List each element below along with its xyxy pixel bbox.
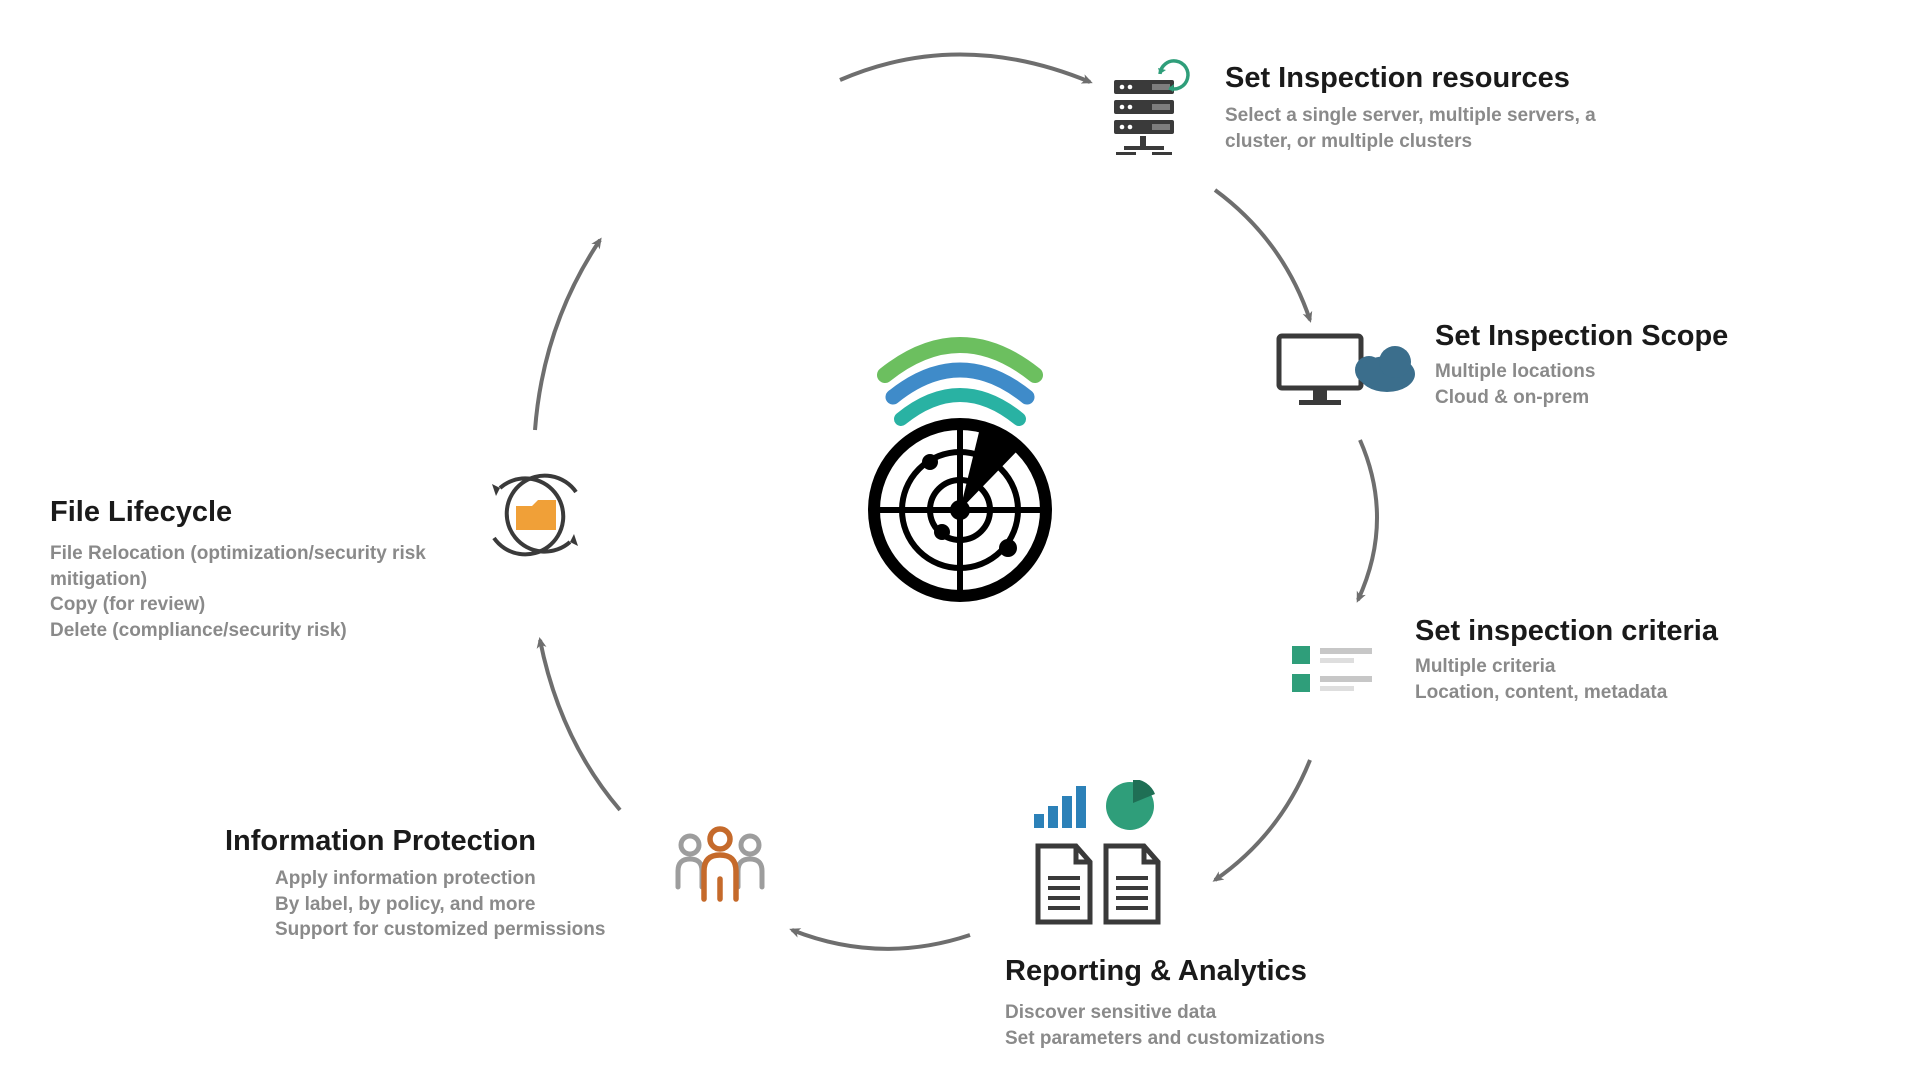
folder-cycle-icon [480, 460, 590, 570]
server-refresh-icon [1110, 58, 1198, 158]
reporting-text: Reporting & Analytics Discover sensitive… [1005, 955, 1445, 1051]
protection-text: Information Protection Apply information… [225, 825, 655, 943]
scope-desc-1: Multiple locations [1435, 359, 1755, 385]
cycle-diagram: Set Inspection resources Select a single… [0, 0, 1919, 1075]
protection-desc-2: By label, by policy, and more [275, 892, 655, 918]
criteria-text: Set inspection criteria Multiple criteri… [1415, 615, 1775, 705]
lifecycle-title: File Lifecycle [50, 496, 480, 529]
protection-desc-1: Apply information protection [275, 866, 655, 892]
scope-text: Set Inspection Scope Multiple locations … [1435, 320, 1755, 410]
resources-title: Set Inspection resources [1225, 62, 1645, 95]
scope-title: Set Inspection Scope [1435, 320, 1755, 353]
lifecycle-desc-1: File Relocation (optimization/security r… [50, 541, 480, 592]
criteria-desc-1: Multiple criteria [1415, 654, 1775, 680]
criteria-title: Set inspection criteria [1415, 615, 1775, 648]
charts-docs-icon [1030, 780, 1180, 950]
lifecycle-desc-2: Copy (for review) [50, 592, 480, 618]
protection-desc-3: Support for customized permissions [275, 917, 655, 943]
reporting-title: Reporting & Analytics [1005, 955, 1445, 988]
center-radar-icon [855, 315, 1065, 605]
resources-text: Set Inspection resources Select a single… [1225, 62, 1645, 154]
scope-desc-2: Cloud & on-prem [1435, 385, 1755, 411]
lifecycle-desc-3: Delete (compliance/security risk) [50, 618, 480, 644]
protection-title: Information Protection [225, 825, 655, 858]
checklist-icon [1290, 640, 1390, 700]
reporting-desc-2: Set parameters and customizations [1005, 1026, 1445, 1052]
reporting-desc-1: Discover sensitive data [1005, 1000, 1445, 1026]
resources-desc: Select a single server, multiple servers… [1225, 103, 1645, 154]
lifecycle-text: File Lifecycle File Relocation (optimiza… [50, 496, 480, 644]
people-icon [672, 825, 768, 905]
criteria-desc-2: Location, content, metadata [1415, 680, 1775, 706]
monitor-cloud-icon [1275, 330, 1415, 410]
